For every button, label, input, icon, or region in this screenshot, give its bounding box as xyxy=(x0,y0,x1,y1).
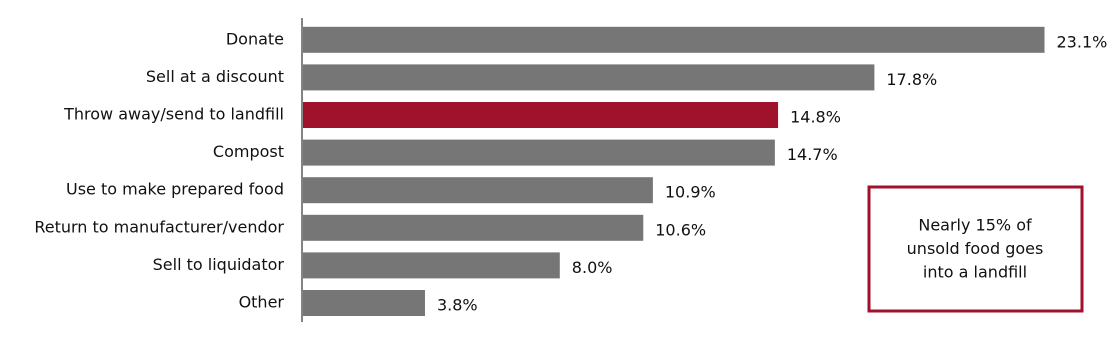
bar xyxy=(303,177,653,204)
bar xyxy=(303,102,779,128)
category-label: Compost xyxy=(213,142,284,161)
category-label: Sell at a discount xyxy=(146,67,284,86)
value-label: 8.0% xyxy=(572,258,613,277)
bar xyxy=(303,64,875,91)
annotation-text: into a landfill xyxy=(923,263,1027,282)
bar xyxy=(303,290,425,316)
category-label: Other xyxy=(239,293,285,312)
category-label: Return to manufacturer/vendor xyxy=(34,217,284,236)
value-label: 3.8% xyxy=(437,296,478,315)
value-label: 14.7% xyxy=(787,145,838,164)
value-label: 10.6% xyxy=(655,220,706,239)
bar xyxy=(303,252,560,279)
bar xyxy=(303,214,644,241)
bar xyxy=(303,139,775,166)
annotation-text: unsold food goes xyxy=(907,239,1044,258)
category-label: Sell to liquidator xyxy=(153,255,285,274)
annotation-text: Nearly 15% of xyxy=(918,216,1032,235)
category-label: Throw away/send to landfill xyxy=(63,105,284,124)
value-label: 23.1% xyxy=(1057,32,1108,51)
value-label: 17.8% xyxy=(886,70,937,89)
annotation-box xyxy=(867,185,1084,313)
category-label: Donate xyxy=(226,29,284,48)
category-label: Use to make prepared food xyxy=(66,180,284,199)
value-label: 14.8% xyxy=(790,108,841,127)
bar xyxy=(303,26,1045,53)
value-label: 10.9% xyxy=(665,183,716,202)
